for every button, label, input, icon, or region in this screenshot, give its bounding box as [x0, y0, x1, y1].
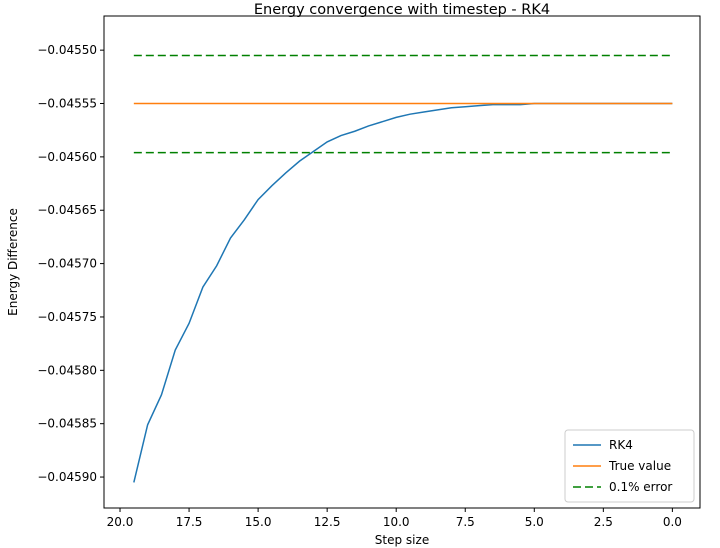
legend-box [564, 429, 695, 503]
y-tick-label: −0.04570 [37, 257, 97, 271]
x-tick-label: 2.5 [594, 515, 613, 529]
legend-label: RK4 [609, 438, 633, 452]
series-line-1 [133, 102, 673, 483]
x-tick-label: 0.0 [663, 515, 682, 529]
y-tick-label: −0.04555 [37, 97, 97, 111]
x-tick-label: 20.0 [107, 515, 134, 529]
x-tick-label: 12.5 [314, 515, 341, 529]
x-tick-label: 15.0 [245, 515, 272, 529]
y-tick-label: −0.04565 [37, 203, 97, 217]
x-axis: 20.0 17.5 15.0 12.5 10.0 7.5 5.0 2.5 0.0 [107, 508, 682, 529]
legend-label: 0.1% error [609, 480, 672, 494]
legend: RK4 True value 0.1% error [564, 429, 695, 503]
x-tick-label: 10.0 [383, 515, 410, 529]
y-tick-label: −0.04575 [37, 310, 97, 324]
plot-area [133, 54, 673, 483]
legend-label: True value [608, 459, 671, 473]
y-axis: −0.04550 −0.04555 −0.04560 −0.04565 −0.04570… [37, 43, 104, 484]
y-axis-label: Energy Difference [6, 208, 20, 316]
y-tick-label: −0.04590 [37, 470, 97, 484]
axes-frame [103, 15, 701, 509]
y-tick-label: −0.04580 [37, 363, 97, 377]
x-tick-label: 5.0 [525, 515, 544, 529]
chart-title: Energy convergence with timestep - RK4 [254, 2, 550, 18]
y-tick-label: −0.04550 [37, 43, 97, 57]
y-tick-label: −0.04585 [37, 417, 97, 431]
y-tick-label: −0.04560 [37, 150, 97, 164]
x-axis-label: Step size [375, 533, 429, 547]
x-tick-label: 7.5 [456, 515, 475, 529]
x-tick-label: 17.5 [176, 515, 203, 529]
